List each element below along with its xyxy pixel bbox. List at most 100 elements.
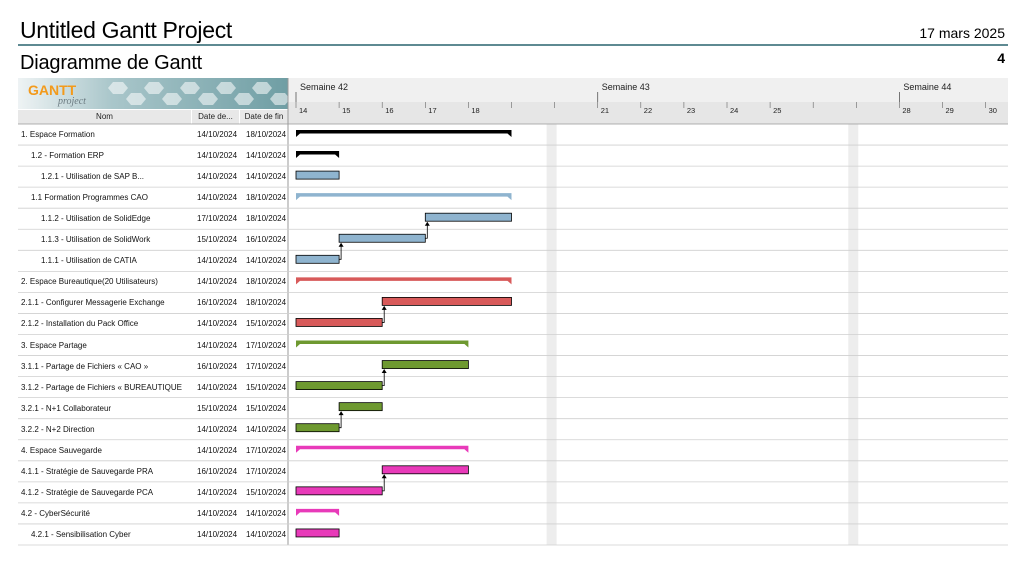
- header-rule: [18, 44, 1008, 46]
- table-row[interactable]: 4.1.2 - Stratégie de Sauvegarde PCA 14/10…: [18, 482, 288, 503]
- day-label: 21: [601, 106, 609, 115]
- task-end-date: 18/10/2024: [246, 193, 287, 203]
- column-header-name[interactable]: Nom: [18, 110, 191, 124]
- table-row[interactable]: 3.1.2 - Partage de Fichiers « BUREAUTIQU…: [18, 377, 288, 398]
- task-name: 1.2.1 - Utilisation de SAP B...: [41, 172, 145, 182]
- day-label: 28: [902, 106, 910, 115]
- task-start-date: 14/10/2024: [197, 277, 238, 287]
- task-start-date: 14/10/2024: [197, 340, 238, 350]
- print-date: 17 mars 2025: [919, 25, 1005, 41]
- page-subtitle: Diagramme de Gantt: [20, 52, 203, 74]
- table-row[interactable]: 1.2 - Formation ERP 14/10/2024 14/10/2024: [18, 145, 288, 166]
- task-start-date: 14/10/2024: [197, 487, 238, 497]
- task-start-date: 14/10/2024: [197, 151, 238, 161]
- dependency-arrowhead: [424, 221, 430, 226]
- table-row[interactable]: 1.1.1 - Utilisation de CATIA 14/10/2024 14…: [18, 250, 288, 271]
- table-row[interactable]: 3.1.1 - Partage de Fichiers « CAO » 16/10…: [18, 356, 288, 377]
- table-row[interactable]: 2.1.2 - Installation du Pack Office 14/10…: [18, 313, 288, 334]
- day-label: 18: [471, 106, 479, 115]
- task-start-date: 14/10/2024: [197, 172, 238, 182]
- task-start-date: 15/10/2024: [197, 403, 238, 413]
- task-name: 4. Espace Sauvegarde: [21, 445, 102, 455]
- dependency-line: [382, 372, 385, 386]
- table-row[interactable]: 4.1.1 - Stratégie de Sauvegarde PRA 16/10…: [18, 461, 288, 482]
- task-start-date: 14/10/2024: [197, 130, 238, 139]
- task-start-date: 14/10/2024: [197, 382, 238, 392]
- page-number: 4: [997, 50, 1005, 66]
- dependency-line: [339, 245, 342, 260]
- logo-brand: GANTT: [28, 82, 77, 98]
- task-name: 3. Espace Partage: [21, 340, 87, 350]
- table-row[interactable]: 1.1 Formation Programmes CAO 14/10/2024 18…: [18, 187, 288, 208]
- task-bar: [295, 318, 383, 327]
- column-header-start[interactable]: Date de...: [192, 110, 239, 124]
- day-label: 30: [989, 106, 997, 115]
- dependency-line: [382, 477, 385, 492]
- table-row[interactable]: 1.1.2 - Utilisation de SolidEdge 17/10/20…: [18, 208, 288, 229]
- week-header-band: [288, 78, 1008, 102]
- task-end-date: 16/10/2024: [246, 235, 287, 245]
- column-header-end[interactable]: Date de fin: [240, 110, 288, 124]
- task-start-date: 14/10/2024: [197, 319, 238, 329]
- table-row[interactable]: 2.1.1 - Configurer Messagerie Exchange 16…: [18, 292, 288, 313]
- task-start-date: 16/10/2024: [197, 466, 238, 476]
- task-start-date: 14/10/2024: [197, 529, 238, 539]
- dependency-arrowhead: [381, 369, 387, 374]
- task-name: 3.1.1 - Partage de Fichiers « CAO »: [21, 361, 149, 371]
- task-end-date: 17/10/2024: [246, 466, 287, 476]
- dependency-arrowhead: [381, 305, 387, 310]
- day-label: 14: [299, 106, 307, 115]
- task-name: 2. Espace Bureautique(20 Utilisateurs): [21, 277, 158, 287]
- summary-bar: [296, 445, 469, 453]
- task-bar: [295, 423, 340, 433]
- task-name: 3.1.2 - Partage de Fichiers « BUREAUTIQU…: [21, 382, 182, 392]
- table-row[interactable]: 2. Espace Bureautique(20 Utilisateurs) 14…: [18, 271, 288, 292]
- logo-sub: project: [57, 96, 86, 107]
- task-start-date: 14/10/2024: [197, 193, 238, 203]
- task-end-date: 14/10/2024: [246, 508, 287, 518]
- task-end-date: 17/10/2024: [246, 445, 287, 455]
- summary-bar: [296, 340, 469, 348]
- table-row[interactable]: 1.1.3 - Utilisation de SolidWork 15/10/20…: [18, 229, 288, 250]
- task-bar: [295, 254, 340, 264]
- task-end-date: 18/10/2024: [246, 130, 287, 139]
- day-label: 25: [773, 106, 781, 115]
- table-row[interactable]: 4.2 - CyberSécurité 14/10/2024 14/10/2024: [18, 503, 288, 524]
- table-row[interactable]: 3.2.2 - N+2 Direction 14/10/2024 14/10/202…: [18, 419, 288, 440]
- task-end-date: 18/10/2024: [246, 214, 287, 224]
- task-name: 4.2 - CyberSécurité: [21, 508, 90, 518]
- task-name: 2.1.2 - Installation du Pack Office: [21, 319, 139, 329]
- task-name: 4.2.1 - Sensibilisation Cyber: [31, 529, 131, 539]
- table-row[interactable]: 1. Espace Formation 14/10/2024 18/10/2024: [18, 124, 288, 145]
- task-start-date: 14/10/2024: [197, 508, 238, 518]
- task-end-date: 14/10/2024: [246, 424, 287, 434]
- table-row[interactable]: 4. Espace Sauvegarde 14/10/2024 17/10/2024: [18, 440, 288, 461]
- table-row[interactable]: 3. Espace Partage 14/10/2024 17/10/2024: [18, 335, 288, 356]
- task-start-date: 14/10/2024: [197, 424, 238, 434]
- day-header-band: [288, 102, 1008, 124]
- task-start-date: 16/10/2024: [197, 298, 238, 308]
- table-row[interactable]: 3.2.1 - N+1 Collaborateur 15/10/2024 15/10…: [18, 398, 288, 419]
- table-row[interactable]: 4.2.1 - Sensibilisation Cyber 14/10/2024 1…: [18, 524, 288, 545]
- day-label: 17: [428, 106, 436, 115]
- day-label: 15: [342, 106, 350, 115]
- task-end-date: 14/10/2024: [246, 151, 287, 161]
- dependency-line: [382, 308, 385, 323]
- summary-bar: [296, 130, 512, 137]
- dependency-arrowhead: [338, 242, 344, 247]
- project-title: Untitled Gantt Project: [20, 17, 233, 43]
- table-row[interactable]: 1.2.1 - Utilisation de SAP B... 14/10/202…: [18, 166, 288, 187]
- week-label: Semaine 44: [903, 82, 951, 92]
- task-bar: [295, 486, 383, 496]
- task-bar: [338, 233, 426, 243]
- dependency-line: [339, 414, 342, 429]
- task-end-date: 18/10/2024: [246, 277, 287, 287]
- task-name: 1.1 Formation Programmes CAO: [31, 193, 148, 203]
- task-start-date: 14/10/2024: [197, 445, 238, 455]
- summary-bar: [296, 277, 512, 285]
- task-name: 1.1.3 - Utilisation de SolidWork: [41, 235, 151, 245]
- task-name: 1.2 - Formation ERP: [31, 151, 104, 161]
- weekend-shade: [546, 124, 557, 545]
- task-end-date: 14/10/2024: [246, 529, 287, 539]
- day-label: 29: [946, 106, 954, 115]
